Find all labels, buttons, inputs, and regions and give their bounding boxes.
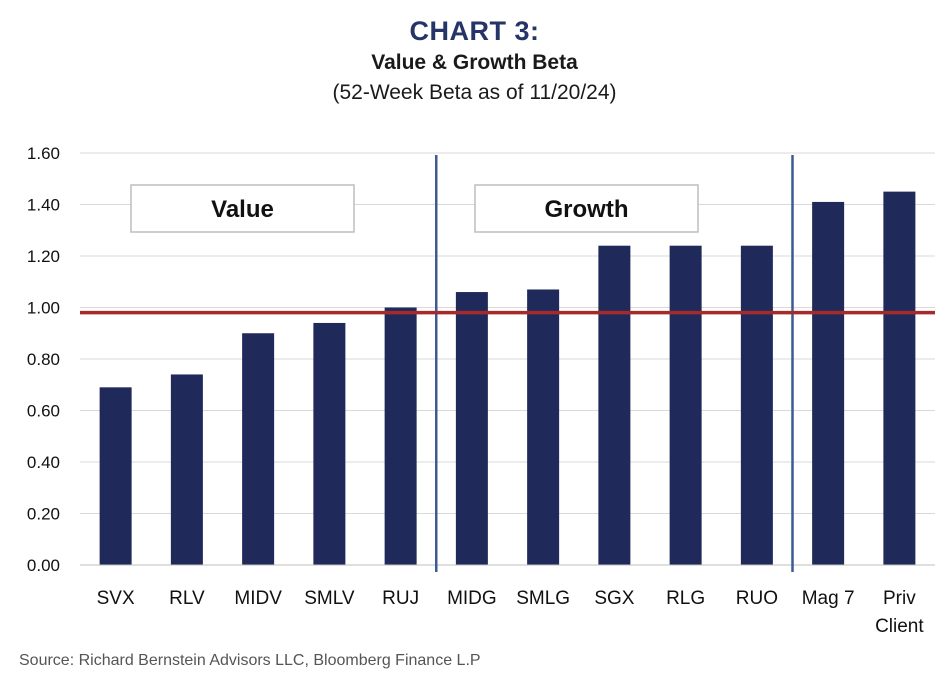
chart-titles: CHART 3: Value & Growth Beta (52-Week Be… bbox=[0, 14, 949, 108]
bar bbox=[313, 322, 346, 565]
x-tick-label: SVX bbox=[97, 588, 135, 609]
x-tick-label: MIDG bbox=[447, 588, 497, 609]
x-tick-label: SMLV bbox=[304, 588, 355, 609]
y-tick-label: 1.00 bbox=[27, 299, 60, 318]
chart-subtitle: Value & Growth Beta bbox=[371, 51, 578, 74]
x-tick-label: SMLG bbox=[516, 588, 570, 609]
bar bbox=[740, 245, 773, 565]
x-tick-label: RUJ bbox=[382, 588, 419, 609]
x-tick-label: RUO bbox=[736, 588, 778, 609]
bar bbox=[812, 201, 845, 566]
source-note: Source: Richard Bernstein Advisors LLC, … bbox=[19, 652, 481, 669]
y-tick-label: 0.20 bbox=[27, 505, 60, 524]
y-tick-label: 0.60 bbox=[27, 402, 60, 421]
chart-note: (52-Week Beta as of 11/20/24) bbox=[332, 81, 617, 104]
y-tick-label: 0.00 bbox=[27, 556, 60, 575]
x-tick-label: RLG bbox=[666, 588, 705, 609]
y-tick-label: 0.80 bbox=[27, 350, 60, 369]
x-tick-label: Client bbox=[875, 616, 924, 637]
y-tick-label: 1.40 bbox=[27, 196, 60, 215]
group-label-box bbox=[130, 184, 355, 233]
bar bbox=[242, 333, 275, 565]
bar bbox=[598, 245, 631, 565]
x-tick-label: Mag 7 bbox=[802, 588, 855, 609]
y-tick-label: 1.20 bbox=[27, 247, 60, 266]
y-tick-label: 0.40 bbox=[27, 453, 60, 472]
chart-title: CHART 3: bbox=[409, 16, 540, 46]
x-tick-label: RLV bbox=[169, 588, 205, 609]
bar bbox=[527, 289, 560, 565]
y-tick-label: 1.60 bbox=[27, 144, 60, 163]
group-label: Value bbox=[211, 196, 274, 223]
bar bbox=[170, 374, 203, 565]
x-tick-label: MIDV bbox=[234, 588, 282, 609]
bar bbox=[99, 387, 132, 565]
group-label-box bbox=[474, 184, 699, 233]
bar bbox=[883, 191, 916, 565]
group-label: Growth bbox=[545, 196, 629, 223]
bar bbox=[455, 292, 488, 565]
bar bbox=[384, 307, 417, 565]
x-tick-label: SGX bbox=[594, 588, 634, 609]
bar bbox=[669, 245, 702, 565]
x-tick-label: Priv bbox=[883, 588, 916, 609]
